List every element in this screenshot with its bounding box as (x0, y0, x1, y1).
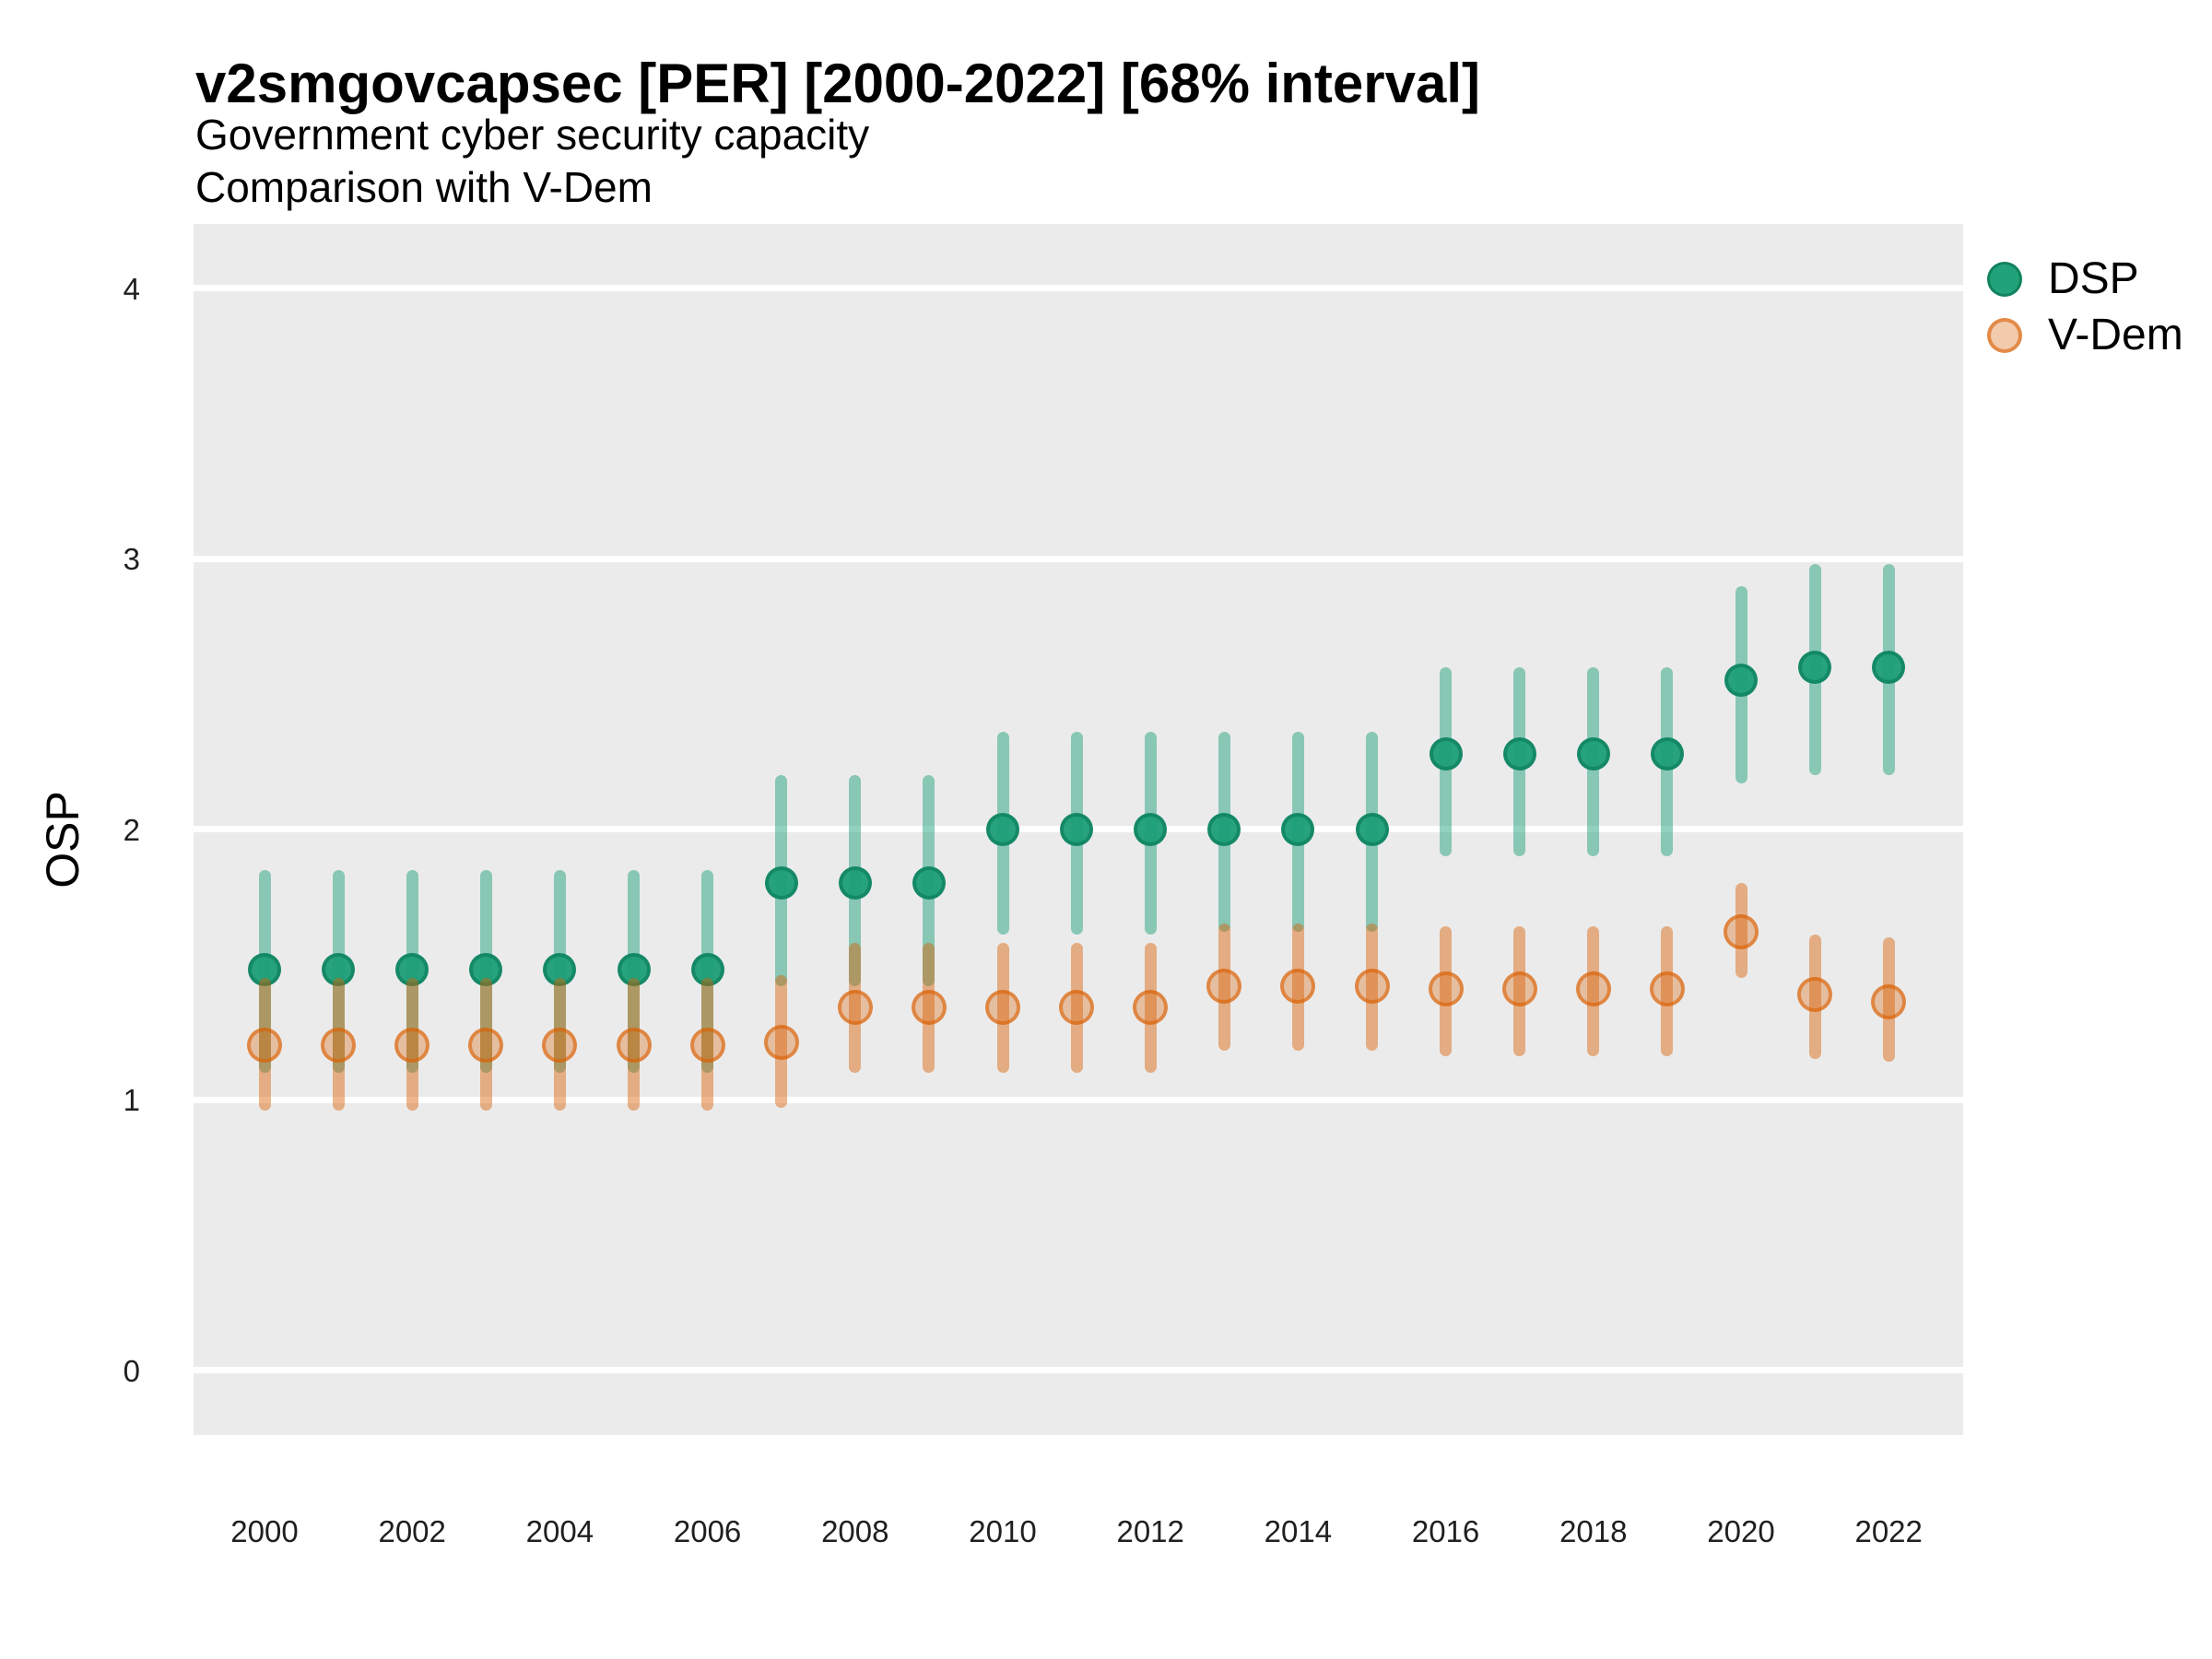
dsp-point (1429, 736, 1463, 771)
vdem-point (394, 1028, 430, 1064)
dsp-point (1724, 664, 1758, 698)
vdem-point (247, 1028, 282, 1064)
dsp-point (617, 953, 651, 987)
dsp-point (1872, 650, 1906, 684)
y-tick-label: 1 (123, 1083, 140, 1118)
y-tick-label: 4 (123, 271, 140, 306)
dsp-point (1650, 736, 1684, 771)
vdem-point (1133, 990, 1169, 1026)
chart-subtitle-line-2: Comparison with V-Dem (195, 163, 653, 211)
dsp-point (838, 866, 872, 900)
dsp-point (1355, 812, 1389, 846)
dsp-point (912, 866, 946, 900)
vdem-point (616, 1028, 652, 1064)
dsp-legend-swatch-icon (1987, 261, 2022, 297)
legend-label-vdem: V-Dem (2048, 310, 2183, 359)
y-gridline (194, 555, 1963, 562)
x-tick-label: 2006 (673, 1514, 742, 1548)
dsp-point (1060, 812, 1094, 846)
chart-subtitle-line-1: Government cyber security capacity (195, 111, 870, 159)
dsp-point (764, 866, 798, 900)
legend-entry-dsp: DSP (1987, 251, 2183, 307)
x-tick-label: 2002 (378, 1514, 446, 1548)
dsp-point (322, 953, 356, 987)
plot-panel (194, 224, 1963, 1435)
y-tick-label: 3 (123, 542, 140, 577)
dsp-point (986, 812, 1019, 846)
y-gridline (194, 1096, 1963, 1103)
vdem-point (542, 1028, 578, 1064)
x-tick-label: 2016 (1411, 1514, 1480, 1548)
y-gridline (194, 1367, 1963, 1373)
dsp-point (395, 953, 429, 987)
dsp-point (543, 953, 577, 987)
vdem-legend-swatch-icon (1987, 317, 2022, 353)
x-tick-label: 2014 (1264, 1514, 1333, 1548)
vdem-point (1206, 968, 1242, 1004)
page-title: v2smgovcapsec [PER] [2000-2022] [68% int… (195, 53, 1481, 114)
y-gridline (194, 285, 1963, 292)
vdem-point (1280, 968, 1316, 1004)
legend: DSP V-Dem (1987, 251, 2183, 363)
vdem-point (911, 990, 947, 1026)
dsp-point (690, 953, 724, 987)
dsp-point (1502, 736, 1536, 771)
x-tick-label: 2022 (1854, 1514, 1923, 1548)
legend-entry-vdem: V-Dem (1987, 307, 2183, 363)
dsp-point (1207, 812, 1241, 846)
vdem-point (1649, 971, 1685, 1006)
x-tick-label: 2012 (1116, 1514, 1184, 1548)
vdem-point (985, 990, 1020, 1026)
legend-label-dsp: DSP (2048, 253, 2139, 303)
vdem-point (689, 1028, 725, 1064)
vdem-point (1428, 971, 1464, 1006)
vdem-point (1059, 990, 1095, 1026)
vdem-point (763, 1025, 799, 1061)
vdem-point (837, 990, 873, 1026)
vdem-point (1354, 968, 1390, 1004)
vdem-point (468, 1028, 504, 1064)
y-tick-label: 0 (123, 1353, 140, 1388)
dsp-point (1281, 812, 1315, 846)
dsp-point (1134, 812, 1168, 846)
dsp-point (469, 953, 503, 987)
vdem-point (321, 1028, 357, 1064)
dsp-point (248, 953, 281, 987)
x-tick-label: 2018 (1559, 1514, 1628, 1548)
x-tick-label: 2004 (525, 1514, 594, 1548)
vdem-point (1575, 971, 1611, 1006)
vdem-point (1724, 914, 1759, 950)
x-tick-label: 2020 (1707, 1514, 1775, 1548)
vdem-point (1797, 976, 1833, 1012)
x-tick-label: 2010 (969, 1514, 1037, 1548)
y-tick-label: 2 (123, 812, 140, 847)
dsp-point (1576, 736, 1610, 771)
x-tick-label: 2000 (230, 1514, 299, 1548)
vdem-point (1871, 984, 1907, 1020)
vdem-point (1501, 971, 1537, 1006)
dsp-point (1798, 650, 1832, 684)
x-tick-label: 2008 (821, 1514, 889, 1548)
